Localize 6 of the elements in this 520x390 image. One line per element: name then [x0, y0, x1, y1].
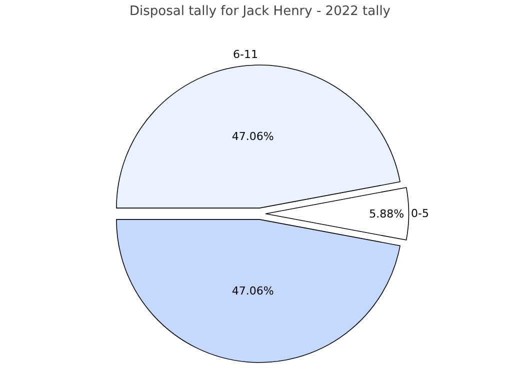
data-label: 5.88% — [369, 207, 404, 220]
data-label: 47.06% — [232, 284, 274, 298]
data-label: 47.06% — [232, 130, 274, 144]
slice-label: 0-5 — [411, 207, 429, 220]
chart-title: Disposal tally for Jack Henry - 2022 tally — [129, 4, 391, 19]
slice-label: 6-11 — [233, 48, 258, 61]
